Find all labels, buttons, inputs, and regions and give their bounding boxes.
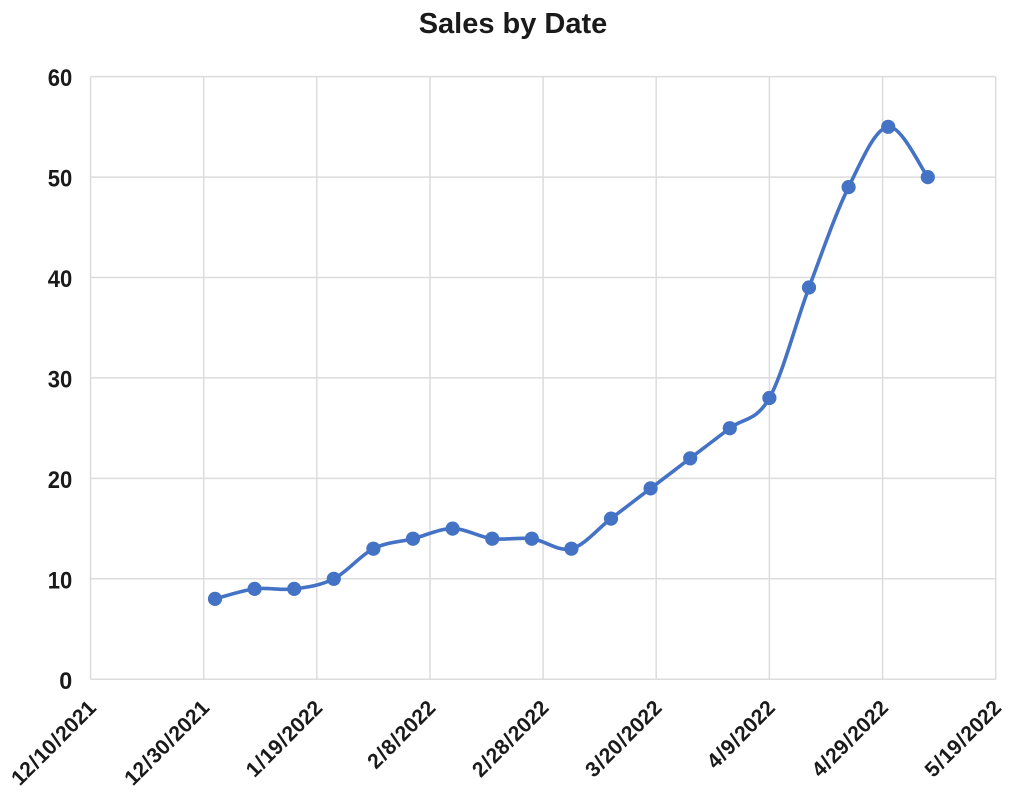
svg-text:40: 40 [48,266,73,293]
svg-text:0: 0 [59,668,72,695]
svg-text:Sales by Date: Sales by Date [419,8,608,40]
svg-text:10: 10 [48,567,73,594]
svg-text:50: 50 [48,166,73,193]
svg-text:60: 60 [48,65,73,92]
svg-text:20: 20 [48,467,73,494]
svg-text:30: 30 [48,366,73,393]
